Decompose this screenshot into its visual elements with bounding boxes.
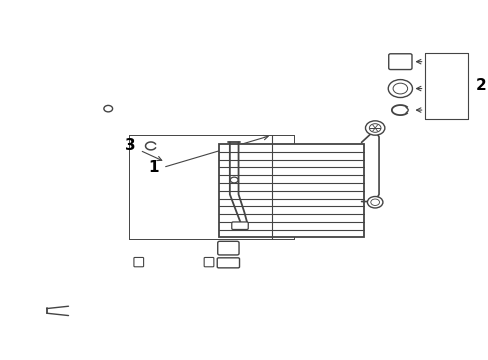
FancyBboxPatch shape	[134, 257, 143, 267]
Circle shape	[230, 177, 238, 183]
FancyBboxPatch shape	[217, 258, 239, 268]
Text: 2: 2	[474, 78, 485, 93]
Circle shape	[366, 197, 382, 208]
Text: 1: 1	[148, 160, 158, 175]
FancyBboxPatch shape	[217, 241, 239, 255]
FancyBboxPatch shape	[231, 222, 248, 229]
Circle shape	[392, 83, 407, 94]
Circle shape	[365, 121, 384, 135]
Text: 3: 3	[124, 139, 135, 153]
Circle shape	[370, 199, 379, 206]
Bar	[218, 144, 363, 237]
Circle shape	[387, 80, 411, 98]
Circle shape	[103, 105, 112, 112]
FancyBboxPatch shape	[388, 54, 411, 69]
FancyBboxPatch shape	[204, 257, 213, 267]
Circle shape	[368, 124, 380, 132]
